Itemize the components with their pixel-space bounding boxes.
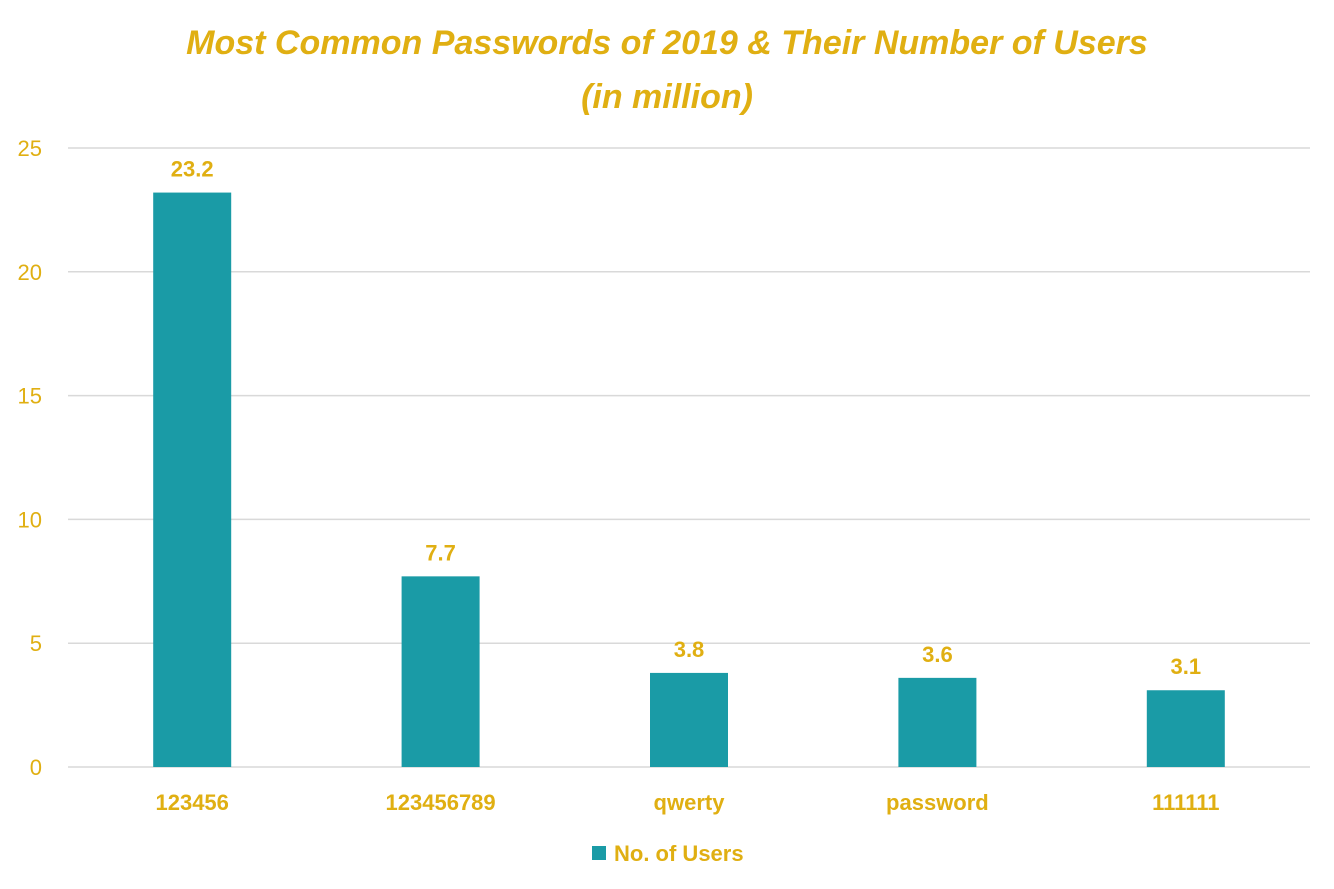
x-tick-label-123456: 123456 [155, 790, 228, 815]
legend: No. of Users [592, 841, 744, 866]
data-labels: 23.2 7.7 3.8 3.6 3.1 [171, 157, 1201, 680]
y-tick-label: 10 [18, 507, 42, 532]
legend-label: No. of Users [614, 841, 744, 866]
bar-qwerty [650, 672, 728, 767]
data-label-qwerty: 3.8 [674, 637, 705, 662]
y-tick-label: 15 [18, 384, 42, 409]
y-tick-label: 20 [18, 260, 42, 285]
y-tick-label: 5 [30, 631, 42, 656]
y-axis: 0 5 10 15 20 25 [18, 136, 42, 780]
bar-123456 [153, 192, 232, 767]
x-tick-label-123456789: 123456789 [386, 790, 496, 815]
bar-password [898, 677, 977, 767]
data-label-123456789: 7.7 [425, 540, 456, 565]
bar-123456789 [401, 576, 480, 767]
legend-swatch [592, 846, 606, 860]
bar-111111 [1146, 690, 1225, 767]
data-label-password: 3.6 [922, 642, 953, 667]
x-axis: 123456 123456789 qwerty password 111111 [155, 790, 1219, 815]
chart-subtitle: (in million) [581, 78, 753, 116]
y-tick-label: 25 [18, 136, 42, 161]
x-tick-label-password: password [886, 790, 989, 815]
x-tick-label-qwerty: qwerty [654, 790, 726, 815]
bars [153, 192, 1225, 767]
data-label-123456: 23.2 [171, 157, 214, 182]
chart-title: Most Common Passwords of 2019 & Their Nu… [186, 24, 1148, 62]
data-label-111111: 3.1 [1171, 654, 1202, 679]
gridlines [68, 147, 1310, 768]
y-tick-label: 0 [30, 755, 42, 780]
x-tick-label-111111: 111111 [1152, 790, 1219, 815]
